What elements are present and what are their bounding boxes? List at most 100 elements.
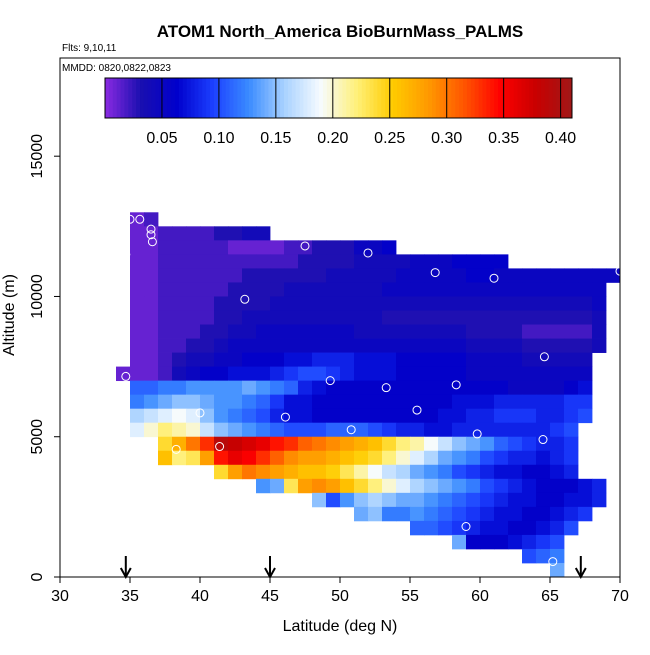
heatmap-cell bbox=[200, 366, 215, 382]
heatmap-cell bbox=[200, 268, 215, 283]
heatmap-cell bbox=[452, 254, 467, 269]
heatmap-cell bbox=[536, 534, 551, 550]
heatmap-cell bbox=[396, 296, 411, 311]
colorbar-segment bbox=[447, 78, 452, 118]
heatmap-cell bbox=[172, 240, 187, 255]
colorbar-segment bbox=[455, 78, 460, 118]
heatmap-cell bbox=[522, 492, 537, 508]
heatmap-cell bbox=[354, 324, 369, 339]
heatmap-cell bbox=[564, 366, 579, 382]
heatmap-cell bbox=[312, 296, 327, 311]
heatmap-cell bbox=[354, 352, 369, 367]
heatmap-cell bbox=[298, 268, 313, 283]
heatmap-cell bbox=[522, 408, 537, 424]
heatmap-cell bbox=[438, 478, 453, 494]
heatmap-cell bbox=[396, 380, 411, 396]
heatmap-cell bbox=[480, 436, 495, 452]
heatmap-cell bbox=[578, 324, 593, 339]
heatmap-cell bbox=[354, 394, 369, 410]
heatmap-cell bbox=[536, 338, 551, 353]
colorbar-segment bbox=[276, 78, 281, 118]
heatmap-cell bbox=[494, 450, 509, 466]
heatmap-cell bbox=[312, 408, 327, 424]
heatmap-cell bbox=[200, 240, 215, 255]
sample-point bbox=[412, 405, 422, 415]
heatmap-cell bbox=[410, 366, 425, 382]
colorbar-segment bbox=[435, 78, 441, 118]
heatmap-cell bbox=[326, 436, 341, 452]
heatmap-cell bbox=[410, 282, 425, 297]
heatmap-cell bbox=[550, 520, 565, 536]
heatmap-cell bbox=[424, 296, 439, 311]
heatmap-cell bbox=[256, 422, 271, 438]
heatmap-cell bbox=[158, 226, 173, 241]
heatmap-cell bbox=[438, 506, 453, 522]
heatmap-cell bbox=[466, 296, 481, 311]
heatmap-cell bbox=[228, 366, 243, 382]
heatmap-cell bbox=[466, 478, 481, 494]
heatmap-cell bbox=[284, 282, 299, 297]
heatmap-cell bbox=[186, 450, 201, 466]
heatmap-cell bbox=[144, 408, 159, 424]
heatmap-cell bbox=[522, 282, 537, 297]
heatmap-cell bbox=[438, 408, 453, 424]
heatmap-cell bbox=[298, 352, 313, 367]
colorbar-segment bbox=[295, 78, 301, 118]
heatmap-cell bbox=[172, 366, 187, 382]
heatmap-cell bbox=[438, 296, 453, 311]
heatmap-cell bbox=[522, 310, 537, 325]
heatmap-cell bbox=[256, 324, 271, 339]
heatmap-cell bbox=[200, 380, 215, 396]
colorbar-segment bbox=[466, 78, 472, 118]
heatmap-cell bbox=[200, 324, 215, 339]
heatmap-cell bbox=[438, 394, 453, 410]
heatmap-cell bbox=[256, 352, 271, 367]
heatmap-cell bbox=[522, 506, 537, 522]
heatmap-cell bbox=[438, 422, 453, 438]
heatmap-cell bbox=[550, 492, 565, 508]
heatmap-cell bbox=[158, 366, 173, 382]
colorbar-segment bbox=[552, 78, 557, 118]
colorbar-segment bbox=[303, 78, 308, 118]
heatmap-cell bbox=[354, 338, 369, 353]
colorbar-segment bbox=[217, 78, 223, 118]
heatmap-cell bbox=[228, 450, 243, 466]
heatmap-cell bbox=[382, 282, 397, 297]
heatmap-cell bbox=[340, 450, 355, 466]
heatmap-cell bbox=[284, 450, 299, 466]
heatmap-cell bbox=[312, 436, 327, 452]
heatmap-cell bbox=[564, 520, 579, 536]
heatmap-cell bbox=[480, 366, 495, 382]
heatmap-cell bbox=[256, 282, 271, 297]
heatmap-cell bbox=[578, 352, 593, 367]
heatmap-cell bbox=[578, 492, 593, 508]
colorbar-segment bbox=[521, 78, 526, 118]
heatmap-cell bbox=[340, 338, 355, 353]
heatmap-cell bbox=[144, 254, 159, 269]
heatmap-cell bbox=[158, 450, 173, 466]
colorbar-segment bbox=[225, 78, 231, 118]
heatmap-cell bbox=[256, 436, 271, 452]
date-label: MMDD: 0820,0822,0823 bbox=[62, 63, 171, 74]
heatmap-cell bbox=[564, 310, 579, 325]
colorbar-segment bbox=[124, 78, 129, 118]
heatmap-cell bbox=[466, 506, 481, 522]
heatmap-cell bbox=[228, 338, 243, 353]
heatmap-cell bbox=[144, 352, 159, 367]
sample-point bbox=[461, 522, 471, 532]
heatmap-cell bbox=[368, 422, 383, 438]
heatmap-cell bbox=[494, 422, 509, 438]
colorbar-segment bbox=[213, 78, 219, 118]
heatmap-cell bbox=[144, 338, 159, 353]
heatmap-cell bbox=[130, 366, 145, 382]
heatmap-cell bbox=[368, 324, 383, 339]
colorbar-segment bbox=[490, 78, 495, 118]
heatmap-cell bbox=[550, 548, 565, 564]
heatmap-cell bbox=[382, 394, 397, 410]
colorbar-segment bbox=[132, 78, 137, 118]
heatmap-cell bbox=[158, 254, 173, 269]
heatmap-cell bbox=[228, 422, 243, 438]
colorbar-segment bbox=[548, 78, 554, 118]
colorbar-segment bbox=[245, 78, 250, 118]
heatmap-cell bbox=[186, 226, 201, 241]
